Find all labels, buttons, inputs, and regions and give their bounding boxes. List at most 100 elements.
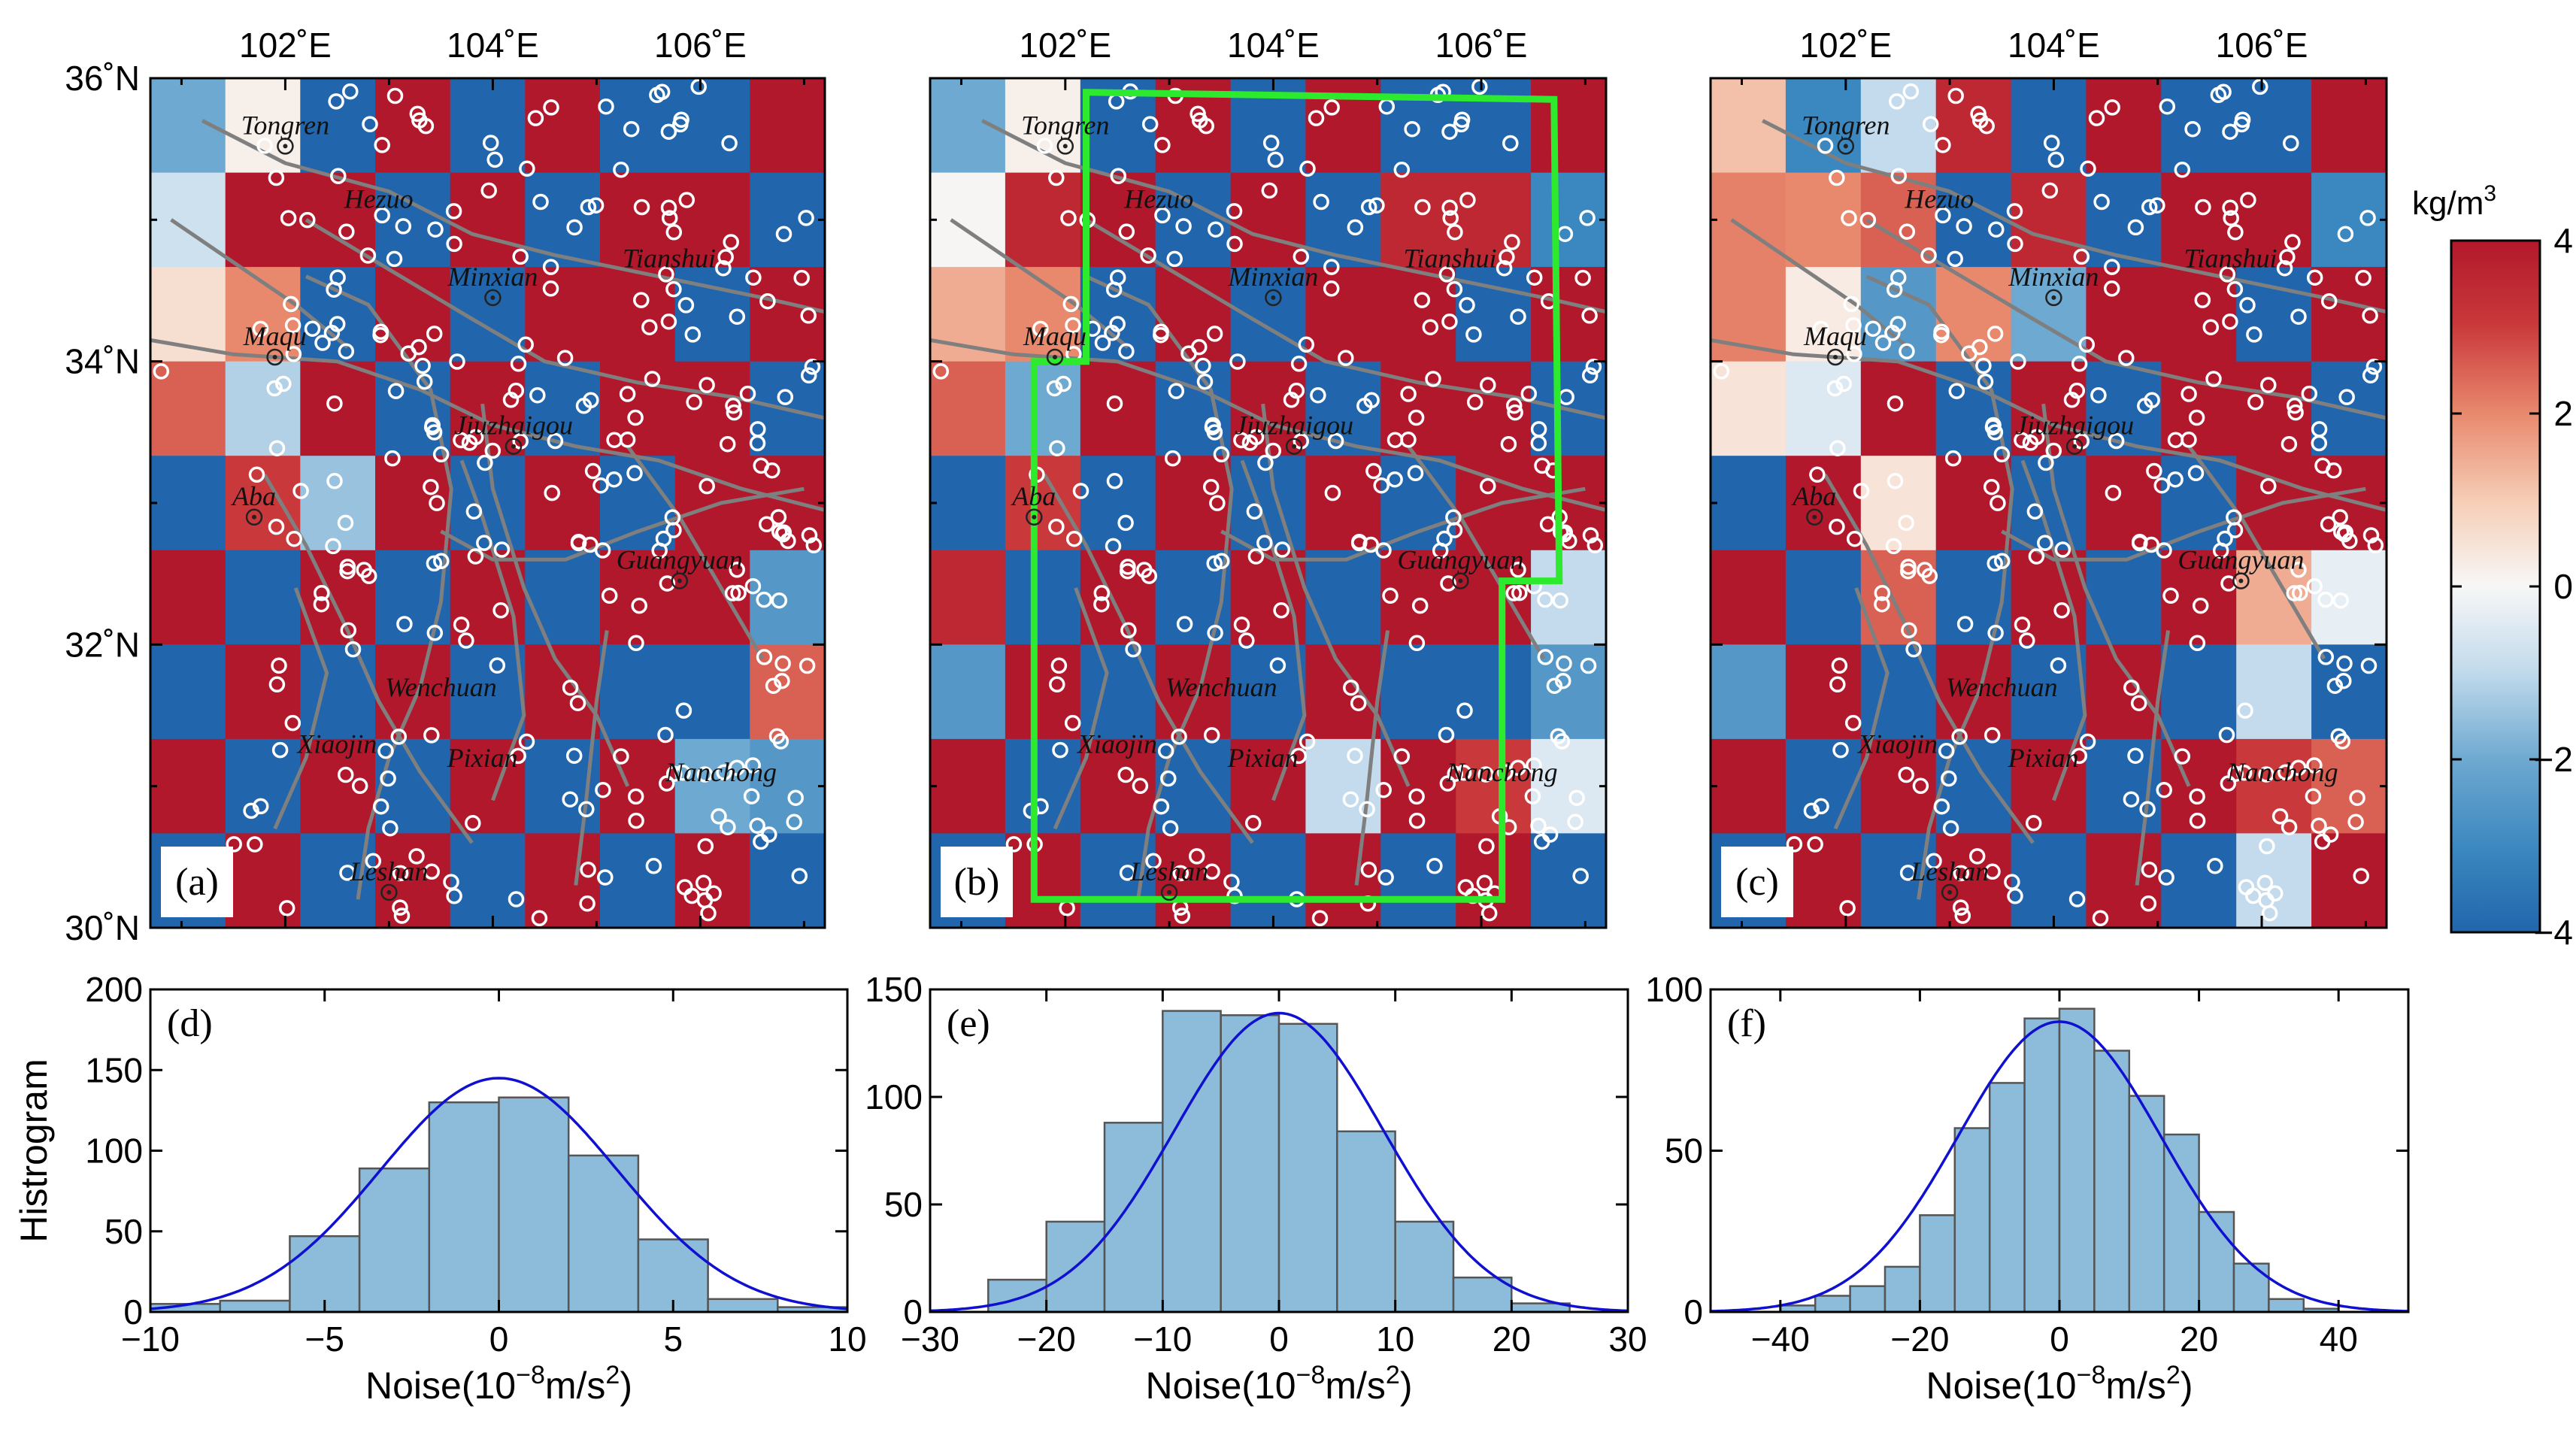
station-marker [1947,87,1964,105]
station-marker [2306,757,2323,774]
city-dot [490,295,496,300]
station-marker [1202,478,1220,495]
station-marker [1534,457,1550,474]
station-marker [326,473,343,489]
fault-line [1354,630,1390,886]
grid-cell [150,550,226,645]
station-marker [426,424,443,441]
station-marker [284,317,302,334]
station-marker [1342,791,1359,807]
station-marker [761,826,777,843]
station-marker [1510,562,1526,578]
station-marker [337,766,354,783]
station-marker [1265,442,1282,459]
station-marker [323,325,341,341]
histogram-bar [2058,1007,2096,1313]
station-marker [2132,533,2148,550]
station-marker [1905,641,1922,658]
station-marker [2014,617,2031,633]
station-marker [271,741,289,759]
station-marker [467,429,484,446]
station-marker [665,280,682,298]
station-marker [597,869,614,886]
station-marker [477,454,493,471]
place-label: Minxian [447,262,538,292]
station-marker [575,398,592,414]
histogram-bars [1779,1007,2340,1313]
station-marker [1246,503,1263,520]
station-marker [1386,471,1403,488]
grid-cell [375,644,451,740]
station-marker [658,266,674,283]
station-marker [2079,733,2096,750]
station-marker [1587,537,1604,554]
station-marker [2162,587,2179,604]
grid-cell [1380,267,1456,362]
station-marker [486,151,503,168]
station-marker [1205,417,1221,434]
gaussian-fit-curve [1710,1020,2409,1313]
station-marker [2025,815,2042,832]
station-marker [659,575,676,592]
station-marker [2073,248,2090,265]
lon-tick-label: 104˚E [447,26,539,65]
station-marker [1829,518,1845,535]
place-names: Tongren Hezuo Minxian Tianshui Maqu Jiuzhaigo… [1791,110,2338,901]
station-marker [2139,801,2156,818]
station-marker [1505,585,1523,601]
station-marker [1175,218,1192,235]
grid-cell [225,738,301,835]
station-marker [1933,326,1950,344]
station-marker [278,900,295,916]
grid-cell [375,456,451,551]
grid-cell [2311,550,2387,645]
station-marker [1874,595,1890,613]
station-marker [542,259,559,275]
station-marker [386,87,404,105]
station-marker [1524,788,1541,804]
station-marker [1206,326,1223,342]
station-marker [1065,530,1083,547]
station-marker [417,117,435,135]
grid-cell [1230,172,1307,268]
city-marker [2065,438,2084,455]
station-marker [2359,210,2376,226]
station-marker [271,657,287,674]
station-marker [1954,907,1971,924]
place-label: Xiaojin [295,729,377,759]
station-marker [531,910,548,927]
study-region-outline [1030,89,1563,903]
grid-cell [1860,456,1937,551]
station-marker [2337,226,2354,242]
station-marker [1120,622,1137,639]
station-marker [1917,562,1933,578]
station-marker [467,548,484,565]
station-marker [2038,454,2054,471]
station-marker [1511,584,1528,601]
station-marker [2349,789,2365,806]
station-marker [1975,357,1992,374]
station-marker [1537,649,1554,665]
station-marker [1956,218,1972,235]
station-marker [1432,542,1449,559]
station-marker [252,320,269,338]
station-marker [1447,765,1463,782]
station-marker [408,848,425,865]
grid-cell [600,833,676,929]
lon-tick-label: 102˚E [239,26,332,65]
station-marker [1859,211,1877,229]
station-marker [380,770,396,787]
grid-cell [2086,644,2162,740]
station-marker [2279,249,2296,265]
grid-cell [300,456,376,551]
station-marker [2092,910,2109,927]
grid-cell [375,78,451,174]
station-marker [476,535,492,551]
city-dot [2072,444,2077,449]
colorbar-tick-label: 2 [2553,394,2573,433]
station-marker [1347,747,1363,764]
station-marker [1832,741,1849,759]
station-marker [2306,577,2323,595]
station-marker [1196,373,1214,390]
city-dot [1833,355,1838,359]
